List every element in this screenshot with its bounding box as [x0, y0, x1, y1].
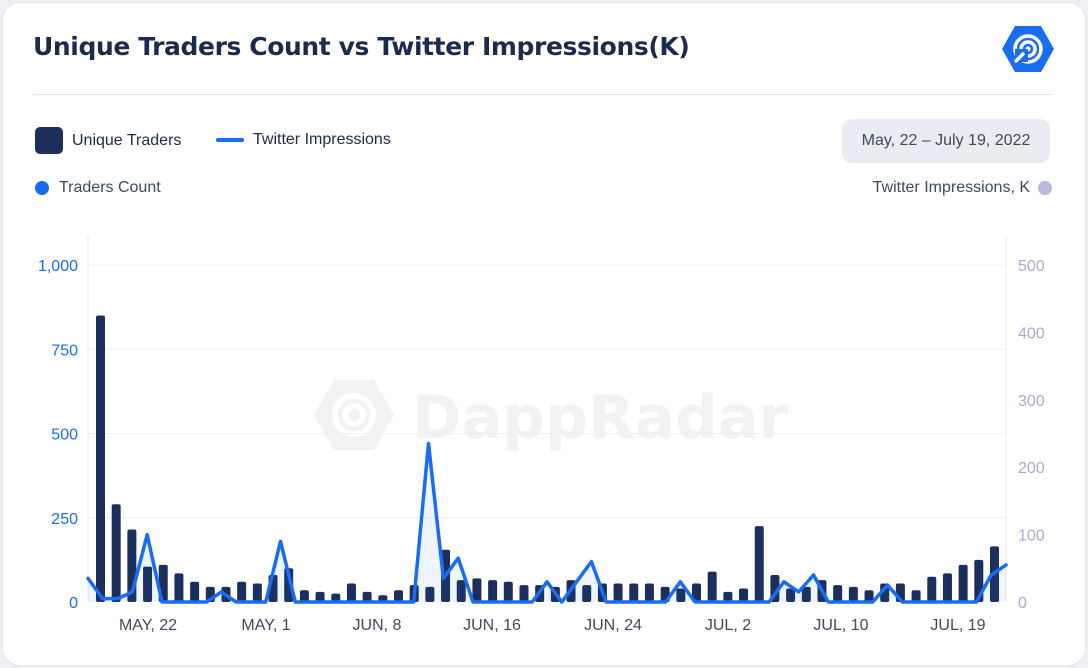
bar-unique-traders[interactable]	[503, 581, 513, 602]
bar-unique-traders[interactable]	[519, 585, 529, 602]
x-axis-tick-label: JUL, 10	[813, 617, 868, 634]
header-divider	[33, 94, 1051, 95]
legend-item-unique-traders[interactable]: Unique Traders	[35, 127, 181, 154]
page-title: Unique Traders Count vs Twitter Impressi…	[33, 32, 690, 61]
bar-unique-traders[interactable]	[582, 585, 592, 602]
bar-unique-traders[interactable]	[864, 590, 874, 602]
bar-unique-traders[interactable]	[942, 573, 952, 602]
bar-unique-traders[interactable]	[315, 591, 325, 602]
right-axis-dot-icon	[1038, 181, 1052, 195]
bar-unique-traders[interactable]	[425, 586, 435, 602]
line-swatch-icon	[216, 138, 244, 142]
left-axis-tick-label: 500	[51, 427, 78, 444]
bar-unique-traders[interactable]	[707, 571, 717, 602]
right-axis-tick-label: 200	[1018, 460, 1045, 477]
legend-label-unique-traders: Unique Traders	[72, 131, 182, 149]
bar-unique-traders[interactable]	[911, 590, 921, 602]
bar-unique-traders[interactable]	[284, 568, 294, 602]
left-axis-tick-label: 250	[51, 511, 78, 528]
right-axis-tick-label: 400	[1018, 325, 1045, 342]
bar-unique-traders[interactable]	[833, 585, 843, 602]
bar-unique-traders[interactable]	[111, 504, 121, 602]
bar-unique-traders[interactable]	[346, 583, 356, 602]
bar-swatch-icon	[35, 127, 63, 154]
x-axis-tick-label: MAY, 1	[241, 617, 290, 634]
right-axis-tick-label: 100	[1018, 528, 1045, 545]
bar-unique-traders[interactable]	[96, 315, 105, 602]
bar-unique-traders[interactable]	[786, 588, 796, 602]
bar-unique-traders[interactable]	[362, 591, 372, 602]
left-axis-tick-label: 750	[51, 342, 78, 359]
right-axis-title-label: Twitter Impressions, K	[872, 179, 1030, 196]
bar-unique-traders[interactable]	[174, 573, 184, 602]
bar-unique-traders[interactable]	[613, 583, 623, 602]
bar-unique-traders[interactable]	[801, 586, 811, 602]
bar-unique-traders[interactable]	[629, 583, 639, 602]
x-axis-tick-label: JUN, 8	[353, 617, 402, 634]
x-axis-tick-label: JUN, 16	[463, 617, 521, 634]
bar-unique-traders[interactable]	[676, 588, 686, 602]
bar-unique-traders[interactable]	[394, 590, 403, 602]
date-range-picker[interactable]: May, 22 – July 19, 2022	[842, 119, 1050, 163]
bar-unique-traders[interactable]	[472, 578, 482, 602]
bar-unique-traders[interactable]	[456, 580, 466, 602]
dappradar-logo-icon	[1002, 26, 1054, 72]
x-axis-tick-label: MAY, 22	[119, 617, 177, 634]
right-axis-tick-label: 500	[1018, 258, 1045, 275]
bar-unique-traders[interactable]	[958, 564, 968, 602]
watermark-text: DappRadar	[412, 383, 788, 453]
bar-unique-traders[interactable]	[190, 581, 200, 602]
x-axis-tick-label: JUN, 24	[584, 617, 642, 634]
twitter-impressions-line[interactable]	[86, 441, 1008, 604]
bar-unique-traders[interactable]	[739, 588, 749, 602]
left-axis-tick-label: 1,000	[38, 258, 78, 275]
left-axis-tick-label: 0	[69, 595, 78, 612]
left-axis-title: Traders Count	[35, 179, 161, 197]
bar-unique-traders[interactable]	[927, 576, 937, 602]
bar-unique-traders[interactable]	[143, 566, 153, 602]
right-axis-title: Twitter Impressions, K	[873, 179, 1052, 197]
right-axis-tick-label: 300	[1018, 393, 1045, 410]
legend-item-twitter-impressions[interactable]: Twitter Impressions	[216, 131, 391, 149]
bar-unique-traders[interactable]	[754, 526, 764, 602]
left-axis-title-label: Traders Count	[59, 179, 161, 196]
bar-unique-traders[interactable]	[237, 581, 247, 602]
x-axis-tick-label: JUL, 19	[930, 617, 985, 634]
x-axis-tick-label: JUL, 2	[705, 617, 751, 634]
bar-unique-traders[interactable]	[252, 583, 262, 602]
bar-unique-traders[interactable]	[488, 580, 498, 602]
left-axis-dot-icon	[35, 181, 49, 195]
dappradar-watermark: DappRadar	[314, 380, 788, 453]
bar-unique-traders[interactable]	[644, 583, 654, 602]
right-axis-tick-label: 0	[1018, 595, 1027, 612]
twitter-impressions-area	[88, 443, 1006, 602]
bar-unique-traders[interactable]	[692, 583, 701, 602]
bar-unique-traders[interactable]	[331, 593, 341, 602]
bar-unique-traders[interactable]	[723, 591, 733, 602]
legend-label-twitter-impressions: Twitter Impressions	[253, 131, 391, 148]
bar-unique-traders[interactable]	[299, 590, 309, 602]
bar-unique-traders[interactable]	[848, 586, 858, 602]
